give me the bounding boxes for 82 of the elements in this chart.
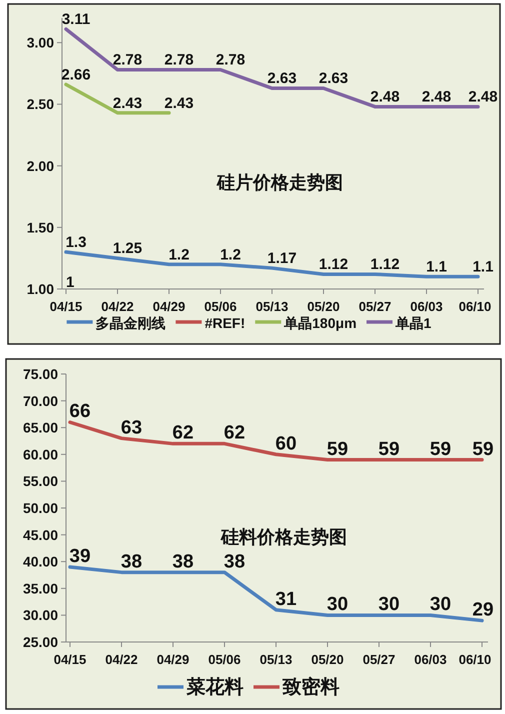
x-tick-label: 05/06	[208, 652, 241, 667]
data-label: 30	[326, 594, 348, 616]
legend-label: 致密料	[282, 676, 340, 698]
y-tick-label: 70.00	[22, 392, 58, 409]
data-label: 1.12	[370, 256, 400, 274]
x-tick-label: 06/03	[410, 299, 443, 314]
y-tick-label: 40.00	[22, 554, 58, 570]
data-label: 38	[120, 551, 142, 572]
data-label: 31	[275, 588, 297, 610]
data-label: 29	[472, 600, 494, 621]
x-tick-label: 04/22	[105, 652, 138, 667]
y-tick-label: 35.00	[22, 580, 58, 596]
y-tick-label: 30.00	[22, 607, 58, 624]
x-tick-label: 04/29	[156, 652, 190, 667]
data-label: 2.63	[267, 70, 297, 88]
data-label: 59	[430, 438, 452, 460]
y-tick-label: 2.00	[26, 158, 54, 174]
data-label: 30	[378, 594, 400, 616]
y-tick-label: 2.50	[26, 96, 54, 112]
data-label: 2.43	[112, 94, 142, 112]
x-tick-label: 04/15	[50, 299, 82, 314]
data-label: 30	[430, 594, 452, 616]
data-label: 1.12	[318, 256, 348, 274]
data-label: 39	[69, 546, 91, 567]
data-label: 62	[224, 422, 246, 444]
data-label: 60	[275, 433, 297, 454]
data-label: 2.78	[216, 52, 246, 69]
legend-label: 多晶金刚线	[96, 315, 166, 331]
y-tick-label: 25.00	[22, 634, 58, 650]
y-tick-label: 55.00	[22, 473, 58, 490]
data-label: 59	[472, 438, 494, 460]
y-tick-label: 50.00	[22, 500, 58, 516]
data-label: 59	[326, 438, 348, 460]
x-tick-label: 04/22	[101, 299, 134, 314]
data-label: 2.43	[164, 94, 194, 112]
x-tick-label: 04/15	[54, 652, 86, 667]
data-label: 2.63	[318, 70, 348, 88]
data-label: 1.1	[472, 258, 494, 276]
legend-label: 单晶180μm	[283, 315, 357, 331]
data-label: 2.66	[61, 66, 91, 84]
x-tick-label: 05/13	[260, 652, 292, 667]
data-label: 1.1	[426, 258, 447, 276]
text: 硅料价格走势图	[220, 526, 347, 547]
text: 硅片价格走势图	[216, 172, 343, 193]
legend-label: 单晶1	[394, 315, 432, 331]
y-tick-label: 65.00	[22, 420, 58, 436]
x-tick-label: 05/13	[256, 299, 288, 314]
data-label: 2.48	[468, 88, 498, 106]
y-tick-label: 1.50	[26, 219, 54, 236]
y-tick-label: 3.00	[26, 34, 54, 51]
y-tick-label: 75.00	[22, 366, 58, 382]
data-label: 2.48	[422, 88, 452, 106]
data-label: 63	[120, 417, 142, 438]
x-tick-label: 05/20	[311, 652, 344, 667]
data-label: 38	[224, 551, 246, 572]
data-label: 1.3	[66, 234, 86, 252]
data-label: 59	[378, 438, 400, 460]
data-label: 1.25	[112, 240, 142, 258]
x-tick-label: 05/27	[362, 652, 396, 667]
data-label: 66	[69, 401, 91, 422]
x-tick-label: 04/29	[152, 299, 186, 314]
data-label: 2.78	[112, 52, 142, 69]
data-label: 2.48	[370, 88, 400, 106]
legend-label: #REF!	[204, 315, 246, 331]
x-tick-label: 05/27	[358, 299, 392, 314]
y-tick-label: 45.00	[22, 526, 58, 543]
y-tick-label: 60.00	[22, 446, 58, 462]
x-tick-label: 05/20	[307, 299, 340, 314]
data-label: 62	[172, 422, 194, 444]
data-label: 1.2	[220, 246, 241, 264]
x-tick-label: 06/10	[458, 299, 492, 314]
x-tick-label: 06/03	[414, 652, 447, 667]
data-label: 3.11	[62, 11, 90, 28]
annotation: 1	[66, 274, 74, 291]
data-label: 1.17	[267, 250, 297, 268]
y-tick-label: 1.00	[26, 281, 54, 297]
data-label: 2.78	[164, 52, 194, 69]
x-tick-label: 06/10	[458, 652, 492, 667]
data-label: 1.2	[168, 246, 190, 264]
data-label: 38	[172, 551, 194, 572]
x-tick-label: 05/06	[204, 299, 237, 314]
legend-label: 菜花料	[186, 676, 244, 698]
